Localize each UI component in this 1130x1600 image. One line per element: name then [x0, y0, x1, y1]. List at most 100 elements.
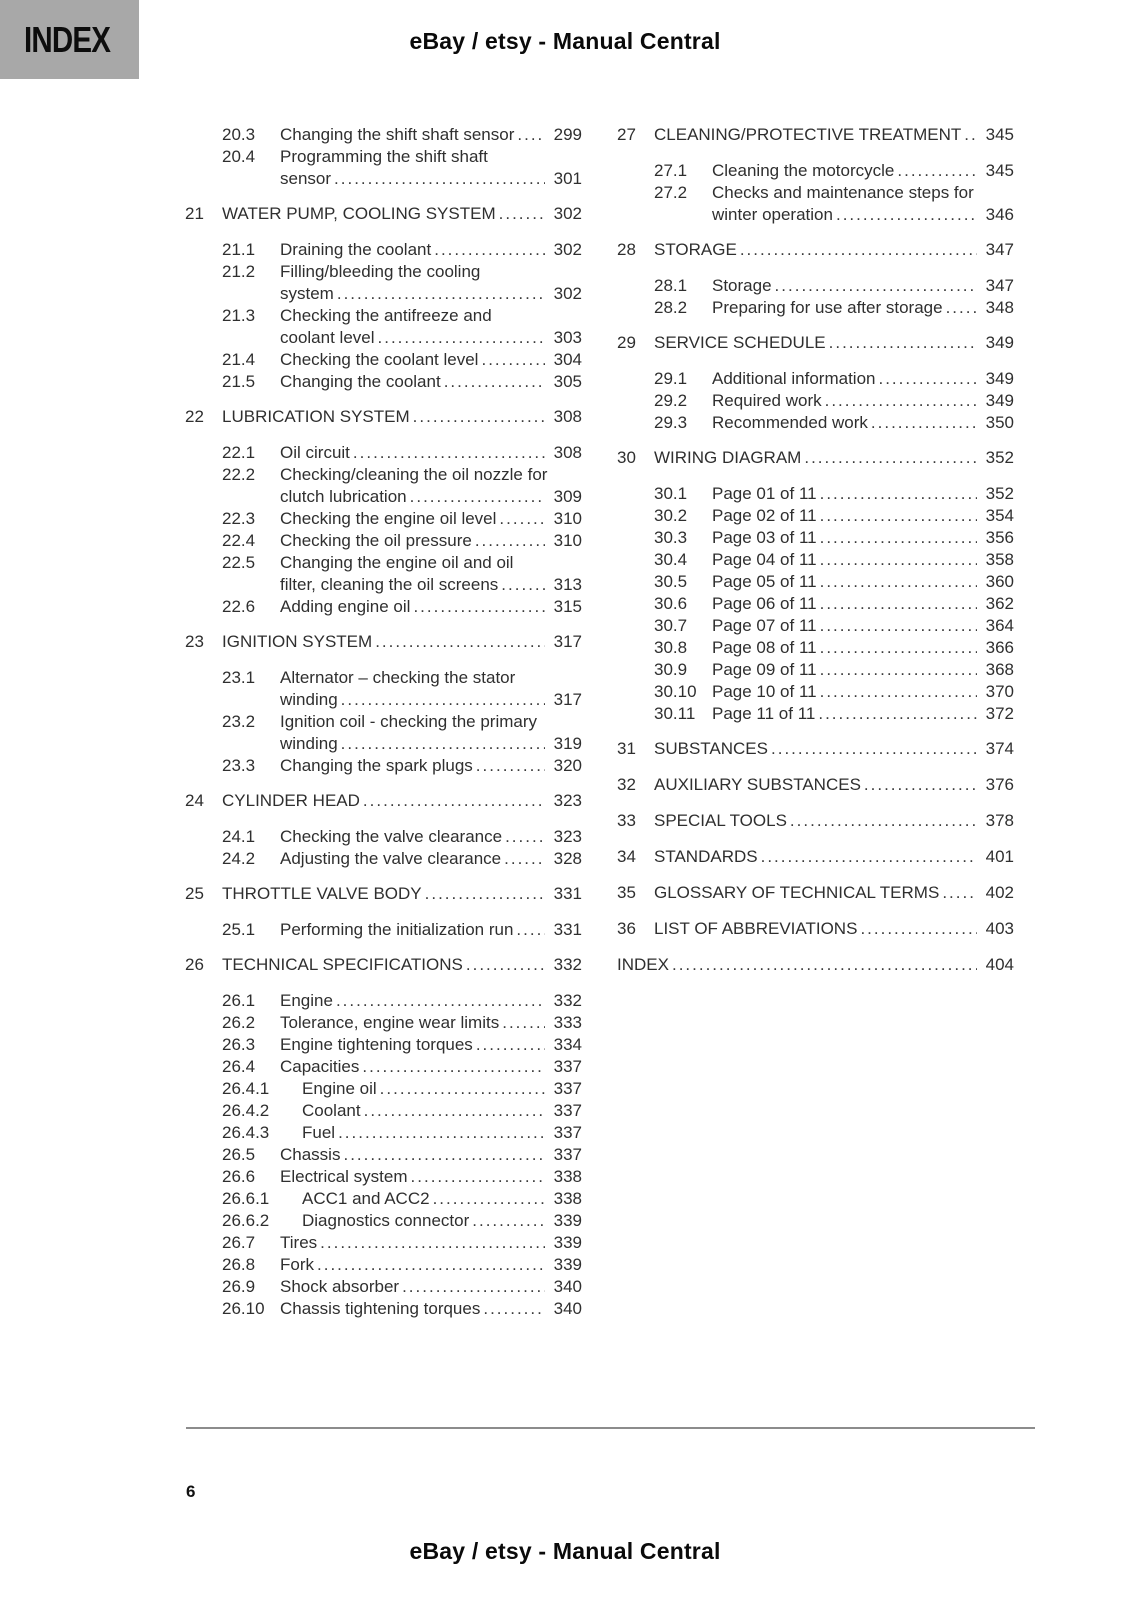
toc-entry: 21.4 Checking the coolant level 304: [222, 349, 582, 371]
toc-entry-number: 26.1: [222, 991, 256, 1010]
toc-entry-title: Changing the spark plugs: [280, 756, 473, 775]
dot-leader: [476, 1034, 545, 1056]
toc-section-number: 29: [617, 333, 636, 352]
dot-leader: [505, 826, 545, 848]
toc-entry-number: 30.2: [654, 506, 688, 525]
toc-entry-body: Engine tightening torques 334: [280, 1034, 582, 1056]
toc-entry-number: 30.9: [654, 660, 688, 679]
toc-entry-title: Alternator – checking the stator: [280, 668, 516, 687]
dot-leader: [362, 1056, 545, 1078]
toc-entry-page: 338: [553, 1189, 582, 1208]
dot-leader: [740, 239, 977, 261]
toc-entry: 30.2 Page 02 of 11 354: [654, 505, 1014, 527]
toc-entry-line: Page 02 of 11 354: [712, 505, 1014, 527]
toc-entry: 26.8 Fork 339: [222, 1254, 582, 1276]
toc-entry-page: 370: [985, 682, 1014, 701]
toc-section-title: LUBRICATION SYSTEM: [222, 407, 410, 426]
toc-entry-line: Changing the coolant 305: [280, 371, 582, 393]
toc-entry-page: 331: [553, 920, 582, 939]
toc-entry-page: 339: [553, 1255, 582, 1274]
dot-leader: [499, 508, 545, 530]
toc-entry-body: Required work 349: [712, 390, 1014, 412]
toc-entry: 26.3 Engine tightening torques 334: [222, 1034, 582, 1056]
toc-section-header: 33 SPECIAL TOOLS 378: [617, 810, 1014, 832]
toc-entry-title: Adding engine oil: [280, 597, 411, 616]
toc-entry-body: Draining the coolant 302: [280, 239, 582, 261]
toc-entry-page: 356: [985, 528, 1014, 547]
toc-entry-page: 334: [553, 1035, 582, 1054]
toc-section-title: CLEANING/PROTECTIVE TREATMENT: [654, 125, 962, 144]
toc-entry-line: Electrical system 338: [280, 1166, 582, 1188]
toc-entry-title: Coolant: [302, 1101, 361, 1120]
dot-leader: [804, 447, 977, 469]
toc-entry-title: Engine oil: [302, 1079, 377, 1098]
dot-leader: [502, 1012, 545, 1034]
toc-entry: 26.4.2 Coolant 337: [222, 1100, 582, 1122]
toc-entry-line: winding 319: [280, 733, 582, 755]
dot-leader: [864, 774, 977, 796]
toc-entry-body: Storage 347: [712, 275, 1014, 297]
toc-entry-page: 319: [553, 734, 582, 753]
toc-entry-number: 26.5: [222, 1145, 256, 1164]
toc-entry: 23.1 Alternator – checking the stator win…: [222, 667, 582, 711]
dot-leader: [790, 810, 977, 832]
toc-entry-body: Changing the engine oil and oil filter, c…: [280, 552, 582, 596]
toc-section-page: 403: [985, 919, 1014, 938]
toc-entry-title: Tolerance, engine wear limits: [280, 1013, 500, 1032]
toc-section-header: 21 WATER PUMP, COOLING SYSTEM 302: [185, 203, 582, 225]
dot-leader: [860, 918, 977, 940]
toc-entry-number: 26.4.3: [222, 1123, 270, 1142]
toc-entry-line: winding 317: [280, 689, 582, 711]
toc-section-page: 352: [985, 448, 1014, 467]
toc-entry-line: system 302: [280, 283, 582, 305]
toc-entry-body: Engine oil 337: [280, 1078, 582, 1100]
toc-entry-body: Cleaning the motorcycle 345: [712, 160, 1014, 182]
dot-leader: [820, 637, 977, 659]
toc-entry-page: 333: [553, 1013, 582, 1032]
toc-entry: 22.4 Checking the oil pressure 310: [222, 530, 582, 552]
toc-entry: 30.5 Page 05 of 11 360: [654, 571, 1014, 593]
toc-entry-number: 21.4: [222, 350, 256, 369]
dot-leader: [825, 390, 977, 412]
toc-entry-line: Page 06 of 11 362: [712, 593, 1014, 615]
toc-entry: 22.3 Checking the engine oil level 310: [222, 508, 582, 530]
toc-entry-title: Page 02 of 11: [712, 506, 817, 525]
toc-entry-line: Page 05 of 11 360: [712, 571, 1014, 593]
dot-leader: [878, 368, 977, 390]
toc-entry: 30.9 Page 09 of 11 368: [654, 659, 1014, 681]
dot-leader: [820, 527, 977, 549]
toc-entry-body: Page 04 of 11 358: [712, 549, 1014, 571]
toc-entry: 26.2 Tolerance, engine wear limits 333: [222, 1012, 582, 1034]
toc-entry-line: Checking the antifreeze and: [280, 305, 582, 327]
toc-section-page: 404: [985, 955, 1014, 974]
toc-right-column: 27 CLEANING/PROTECTIVE TREATMENT 345 27.…: [617, 124, 1014, 1320]
toc-entry-number: 26.6.2: [222, 1211, 270, 1230]
toc-entry-body: Page 06 of 11 362: [712, 593, 1014, 615]
dot-leader: [413, 596, 545, 618]
toc-entry: 22.5 Changing the engine oil and oil filt…: [222, 552, 582, 596]
toc-section-header: 34 STANDARDS 401: [617, 846, 1014, 868]
toc-entry-line: Engine tightening torques 334: [280, 1034, 582, 1056]
toc-section-title: STANDARDS: [654, 847, 758, 866]
toc-section-header: 36 LIST OF ABBREVIATIONS 403: [617, 918, 1014, 940]
toc-section-page: 378: [985, 811, 1014, 830]
toc-entry-line: Fuel 337: [280, 1122, 582, 1144]
table-of-contents: 20.3 Changing the shift shaft sensor299 …: [185, 124, 1014, 1320]
page-number: 6: [186, 1482, 196, 1501]
toc-entry-page: 339: [553, 1233, 582, 1252]
toc-entry-line: Tolerance, engine wear limits 333: [280, 1012, 582, 1034]
toc-entry-body: Additional information 349: [712, 368, 1014, 390]
toc-entry-page: 339: [553, 1211, 582, 1230]
toc-entry-body: Electrical system 338: [280, 1166, 582, 1188]
toc-entry-line: Chassis 337: [280, 1144, 582, 1166]
toc-entry-body: Page 11 of 11 372: [712, 703, 1014, 725]
toc-entry-body: Page 03 of 11 356: [712, 527, 1014, 549]
toc-section-header: 23 IGNITION SYSTEM 317: [185, 631, 582, 653]
toc-entry-line: Adding engine oil 315: [280, 596, 582, 618]
toc-entry-body: Page 07 of 11 364: [712, 615, 1014, 637]
toc-entry: 30.4 Page 04 of 11 358: [654, 549, 1014, 571]
dot-leader: [820, 615, 977, 637]
toc-entry-page: 310: [553, 509, 582, 528]
toc-section-page: 323: [553, 791, 582, 810]
dot-leader: [336, 990, 545, 1012]
